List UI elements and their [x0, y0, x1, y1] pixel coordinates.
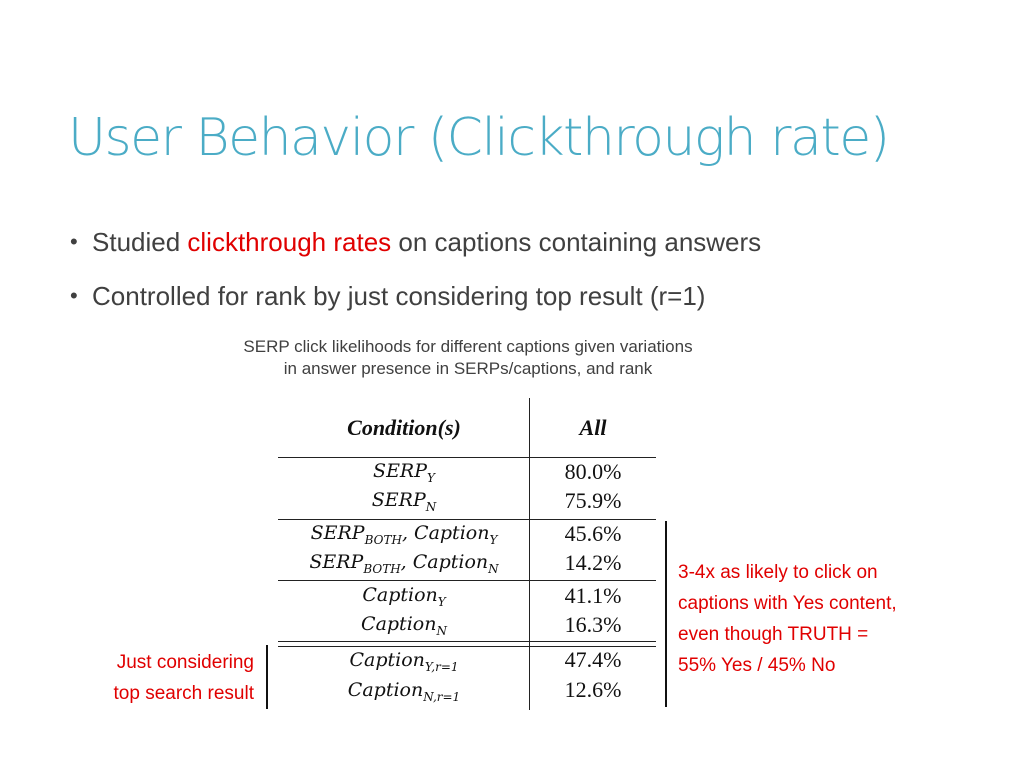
- table-caption-line-2: in answer presence in SERPs/captions, an…: [283, 359, 653, 378]
- bullet-1-text-post: on captions containing answers: [391, 227, 762, 257]
- table-row-condition: CaptionY: [362, 584, 446, 609]
- table-group-rule: [278, 641, 656, 642]
- table-row-value: 80.0%: [564, 459, 622, 484]
- table-row-value: 45.6%: [564, 521, 622, 546]
- left-annotation-note: Just considering top search result: [113, 652, 254, 704]
- right-annotation-note: 3-4x as likely to click on captions with…: [678, 562, 897, 676]
- table-header-rule: [278, 457, 656, 458]
- table-caption-line-1: SERP click likelihoods for different cap…: [243, 337, 693, 356]
- table-row-value: 41.1%: [564, 583, 622, 608]
- table-group-rule: [278, 646, 656, 647]
- slide-title: User Behavior (Clickthrough rate): [68, 108, 890, 168]
- bullet-dot-icon: •: [70, 229, 78, 254]
- header-all: All: [579, 415, 607, 440]
- bullet-1-highlight: clickthrough rates: [187, 227, 392, 257]
- bullet-1-text-pre: Studied: [92, 227, 188, 257]
- table-row-condition: SERPY: [373, 460, 435, 485]
- table-row-value: 75.9%: [564, 488, 622, 513]
- table-row-value: 16.3%: [564, 612, 622, 637]
- table-caption: SERP click likelihoods for different cap…: [180, 336, 756, 380]
- table-row-condition: SERPBOTH, CaptionN: [309, 551, 499, 576]
- table-column-divider: [529, 398, 530, 710]
- table-row-condition: SERPBOTH, CaptionY: [310, 522, 498, 547]
- table-row-condition: CaptionY,r=1: [349, 649, 459, 674]
- bullet-item-1: • Studied clickthrough rates on captions…: [70, 226, 761, 258]
- left-annotation-bar: [266, 645, 268, 709]
- table-group-rule: [278, 580, 656, 581]
- table-row-condition: SERPN: [371, 489, 437, 514]
- table-row-value: 47.4%: [564, 647, 622, 672]
- right-annotation-bar: [665, 521, 667, 707]
- table-row-value: 12.6%: [564, 677, 622, 702]
- bullet-item-2: • Controlled for rank by just considerin…: [70, 280, 761, 312]
- bullet-2-text: Controlled for rank by just considering …: [92, 281, 706, 311]
- bullet-dot-icon: •: [70, 283, 78, 308]
- header-condition: Condition(s): [347, 415, 461, 440]
- table-row-value: 14.2%: [564, 550, 622, 575]
- click-likelihood-table: Condition(s) All SERPY 80.0% SERPN 75.9%…: [278, 398, 656, 710]
- bullet-list: • Studied clickthrough rates on captions…: [70, 226, 761, 334]
- table-row-condition: CaptionN: [361, 613, 447, 638]
- table-group-rule: [278, 519, 656, 520]
- table-row-condition: CaptionN,r=1: [347, 679, 461, 704]
